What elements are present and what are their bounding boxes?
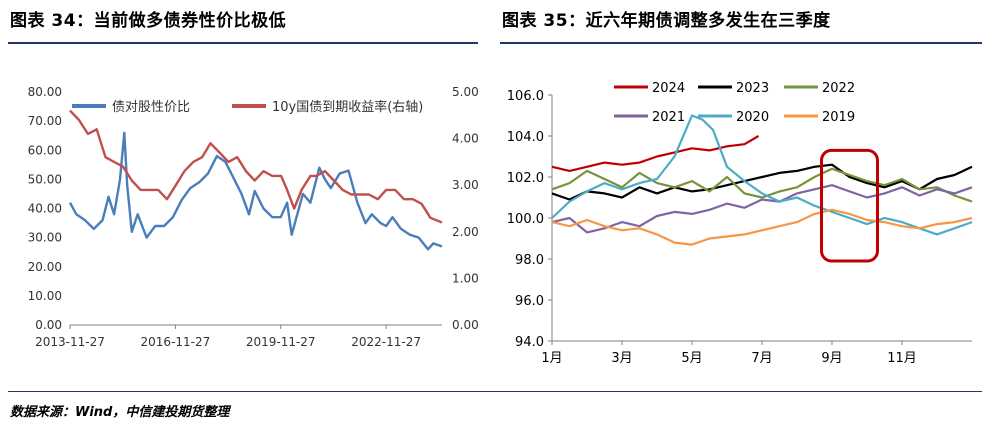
- data-source-note: 数据来源：Wind，中信建投期货整理: [10, 405, 230, 420]
- x-tick-label: 2019-11-27: [246, 335, 316, 349]
- x-tick-label: 1月: [541, 351, 562, 366]
- y-right-tick-label: 5.00: [452, 85, 479, 99]
- series-line-2024: [551, 135, 760, 172]
- y-tick-label: 102.0: [507, 171, 544, 186]
- y-right-tick-label: 4.00: [452, 132, 479, 146]
- y-left-tick-label: 70.00: [28, 114, 62, 128]
- bond-stock-value-chart: 80.00 70.00 60.00 50.00 40.00 30.00 20.00 10.00…: [28, 85, 479, 349]
- x-tick-label: 9月: [821, 351, 842, 366]
- series-line-2019: [551, 208, 973, 246]
- series-line-2020: [551, 114, 973, 236]
- y-tick-label: 94.0: [515, 335, 544, 350]
- left-chart-title: 图表 34：当前做多债券性价比极低: [10, 11, 287, 31]
- y-left-tick-label: 20.00: [28, 260, 62, 274]
- y-right-tick-label: 3.00: [452, 178, 479, 192]
- y-right-tick-label: 0.00: [452, 318, 479, 332]
- bond-futures-seasonal-chart: 106.0 104.0 102.0 100.0 98.0 96.0 94.01月 3月 5月 7月…: [507, 81, 973, 366]
- series-line-treasury-yield: [69, 109, 443, 224]
- q3-highlight-box: [820, 148, 879, 263]
- right-chart-title: 图表 35：近六年期债调整多发生在三季度: [502, 11, 831, 31]
- x-tick-label: 2013-11-27: [35, 335, 105, 349]
- x-tick-label: 7月: [751, 351, 772, 366]
- legend-label: 2022: [822, 81, 855, 96]
- x-tick-label: 3月: [611, 351, 632, 366]
- y-tick-label: 96.0: [515, 294, 544, 309]
- y-tick-label: 104.0: [507, 130, 544, 145]
- legend-label: 2023: [736, 81, 769, 96]
- y-right-tick-label: 1.00: [452, 271, 479, 285]
- left-title-rule: [8, 42, 478, 44]
- y-left-tick-label: 40.00: [28, 202, 62, 216]
- y-right-tick-label: 2.00: [452, 225, 479, 239]
- y-tick-label: 98.0: [515, 253, 544, 268]
- series-line-2021: [551, 184, 973, 234]
- legend-label: 2021: [652, 110, 685, 125]
- y-tick-label: 106.0: [507, 89, 544, 104]
- y-tick-label: 100.0: [507, 212, 544, 227]
- y-left-tick-label: 50.00: [28, 172, 62, 186]
- footer-rule: [8, 391, 982, 392]
- legend-label: 10y国债到期收益率(右轴): [272, 99, 423, 115]
- series-line-bond-stock-ratio: [68, 131, 443, 251]
- x-tick-label: 5月: [681, 351, 702, 366]
- x-tick-label: 11月: [887, 351, 917, 366]
- legend-label: 2020: [736, 110, 769, 125]
- x-tick-label: 2016-11-27: [141, 335, 211, 349]
- legend-label: 2019: [822, 110, 855, 125]
- y-left-tick-label: 0.00: [35, 318, 62, 332]
- legend-label: 2024: [652, 81, 685, 96]
- series-line-2022: [551, 167, 973, 203]
- series-line-2023: [551, 163, 973, 201]
- y-left-tick-label: 60.00: [28, 143, 62, 157]
- y-left-tick-label: 80.00: [28, 85, 62, 99]
- y-left-tick-label: 30.00: [28, 231, 62, 245]
- y-left-tick-label: 10.00: [28, 289, 62, 303]
- right-title-rule: [500, 42, 982, 44]
- x-tick-label: 2022-11-27: [351, 335, 421, 349]
- legend-label: 债对股性价比: [112, 100, 190, 115]
